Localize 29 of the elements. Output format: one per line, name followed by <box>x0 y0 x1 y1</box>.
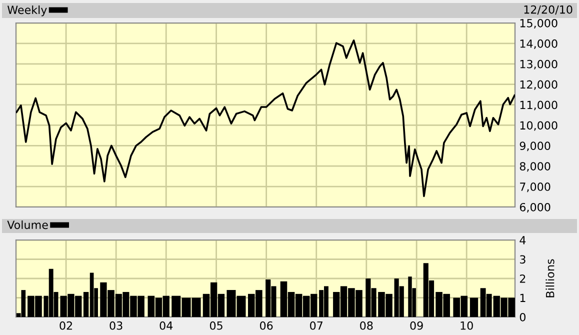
legend-label: Volume <box>7 220 48 230</box>
x-tick-label: 06 <box>260 321 273 330</box>
x-tick-label: 02 <box>60 321 72 330</box>
y-tick-label: 11,000 <box>520 100 558 110</box>
line-series <box>16 39 515 198</box>
y-tick-label: 2 <box>520 274 526 283</box>
x-tick-label: 05 <box>210 321 222 330</box>
y-tick-label: 10,000 <box>520 121 558 131</box>
y-tick-label: 15,000 <box>520 18 558 29</box>
x-tick-label: 10 <box>460 321 473 330</box>
y-tick-label: 9,000 <box>520 142 550 152</box>
y-tick-label: 4 <box>520 236 526 244</box>
y-tick-label: 0 <box>520 312 526 322</box>
x-tick-label: 04 <box>160 321 173 330</box>
text: 12/20/10 <box>524 5 572 15</box>
y-tick-label: 7,000 <box>520 182 550 192</box>
y-tick-label: 3 <box>520 255 526 264</box>
y-tick-label: 6,000 <box>520 202 550 213</box>
x-tick-label: 03 <box>110 321 122 330</box>
y-tick-label: 13,000 <box>520 60 558 70</box>
y-axis-title: Billions <box>546 259 554 298</box>
x-tick-label: 08 <box>360 321 373 330</box>
y-tick-label: 8,000 <box>520 162 550 172</box>
x-tick-label: 07 <box>310 321 322 330</box>
y-tick-label: 1 <box>520 294 526 302</box>
y-tick-label: 12,000 <box>520 80 558 90</box>
x-tick-label: 09 <box>410 321 423 330</box>
y-tick-label: 14,000 <box>520 39 558 49</box>
legend-label: Weekly <box>7 5 47 16</box>
